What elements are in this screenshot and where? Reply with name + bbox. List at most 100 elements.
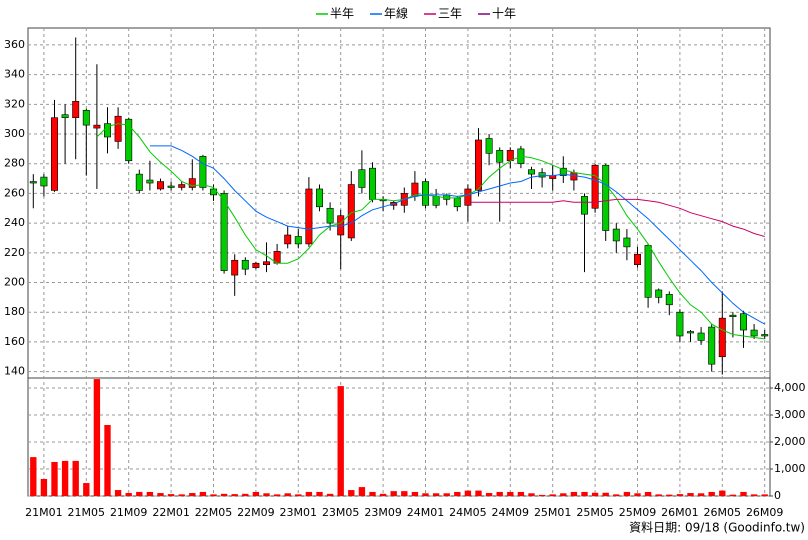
volume-bar xyxy=(422,493,429,496)
candle-body xyxy=(252,262,260,268)
volume-bar xyxy=(157,493,164,496)
volume-bar xyxy=(613,494,620,496)
volume-bar xyxy=(655,494,662,496)
candle-body xyxy=(602,164,610,231)
volume-bar xyxy=(570,491,578,496)
candle-body xyxy=(612,228,620,242)
volume-bar xyxy=(83,483,90,496)
volume-bar xyxy=(72,460,79,496)
x-tick-label: 25M01 xyxy=(534,506,572,519)
candle-body xyxy=(411,182,419,197)
volume-bar xyxy=(591,492,599,496)
volume-bar xyxy=(30,457,37,496)
candle-body xyxy=(167,185,175,188)
volume-bar xyxy=(295,494,302,496)
y2-tick-label: 2,000 xyxy=(774,435,806,448)
candle-body xyxy=(528,169,535,175)
volume-bar xyxy=(136,491,143,496)
volume-bar xyxy=(369,491,376,496)
volume-bar xyxy=(284,493,291,496)
volume-bar xyxy=(242,493,249,496)
candle-body xyxy=(51,117,58,191)
volume-bar xyxy=(189,493,196,496)
candle-body xyxy=(284,234,292,245)
candle-body xyxy=(718,317,726,358)
candle-body xyxy=(326,207,334,224)
ma-line xyxy=(149,145,765,325)
candle-body xyxy=(146,179,154,184)
volume-bar xyxy=(475,490,482,496)
candle-body xyxy=(157,181,164,190)
candle-body xyxy=(729,314,737,317)
x-tick-label: 25M05 xyxy=(576,506,614,519)
candle-body xyxy=(29,181,37,184)
candle-body xyxy=(750,329,758,337)
x-tick-label: 23M05 xyxy=(322,506,360,519)
x-tick-label: 26M05 xyxy=(704,506,742,519)
y-tick-label: 280 xyxy=(4,157,25,170)
y-tick-label: 180 xyxy=(4,305,25,318)
volume-bar xyxy=(348,490,355,496)
volume-bar xyxy=(602,492,609,496)
x-tick-label: 23M09 xyxy=(364,506,402,519)
volume-bar xyxy=(273,494,281,496)
candle-body xyxy=(761,334,769,337)
candle-body xyxy=(655,289,663,298)
source-note: 資料日期: 09/18 (Goodinfo.tw) xyxy=(629,521,805,535)
candle-body xyxy=(135,173,143,191)
candle-body xyxy=(316,188,323,208)
candle-body xyxy=(559,167,567,176)
y2-tick-label: 3,000 xyxy=(774,408,806,421)
candle-body xyxy=(475,139,482,191)
candle-body xyxy=(93,124,101,129)
candle-body xyxy=(125,118,133,162)
x-tick-label: 21M01 xyxy=(25,506,63,519)
volume-bar xyxy=(93,379,101,496)
volume-bar xyxy=(358,487,366,496)
candle-body xyxy=(61,114,69,118)
volume-bar xyxy=(326,493,334,496)
volume-bar xyxy=(114,490,122,496)
candle-body xyxy=(453,197,461,208)
volume-bar xyxy=(485,493,493,496)
volume-bar xyxy=(199,491,207,496)
candle-body xyxy=(347,184,355,239)
legend-label: 十年 xyxy=(492,7,516,21)
candle-body xyxy=(294,236,302,245)
volume-bar xyxy=(454,491,461,496)
y-tick-label: 240 xyxy=(4,216,25,229)
x-tick-label: 22M01 xyxy=(152,506,190,519)
candle-body xyxy=(432,196,440,206)
candle-body xyxy=(82,109,90,126)
ma-line xyxy=(96,123,765,340)
candle-body xyxy=(40,176,48,187)
volume-panel xyxy=(27,377,771,497)
candle-body xyxy=(72,101,80,118)
volume-bar xyxy=(178,494,185,496)
candle-body xyxy=(506,150,514,162)
volume-bar xyxy=(61,460,69,496)
volume-bar xyxy=(432,493,440,496)
volume-bar xyxy=(411,491,419,496)
volume-bar xyxy=(750,494,758,496)
volume-bar xyxy=(740,491,747,496)
volume-bar xyxy=(496,491,503,496)
volume-bar xyxy=(379,493,387,496)
x-tick-label: 26M09 xyxy=(746,506,784,519)
volume-bar xyxy=(40,478,48,496)
volume-bar xyxy=(528,493,535,496)
volume-bar xyxy=(666,494,673,496)
volume-bar xyxy=(316,491,323,496)
candle-body xyxy=(687,331,694,334)
x-tick-label: 24M01 xyxy=(407,506,445,519)
x-tick-label: 21M09 xyxy=(110,506,148,519)
legend-label: 三年 xyxy=(438,7,462,21)
volume-bar xyxy=(644,491,652,496)
volume-bar xyxy=(517,491,525,496)
ma-line xyxy=(467,198,765,237)
y-tick-label: 300 xyxy=(4,127,25,140)
y-tick-label: 220 xyxy=(4,246,25,259)
y-tick-label: 340 xyxy=(4,68,25,81)
volume-bar xyxy=(305,491,313,496)
volume-bar xyxy=(125,493,132,496)
